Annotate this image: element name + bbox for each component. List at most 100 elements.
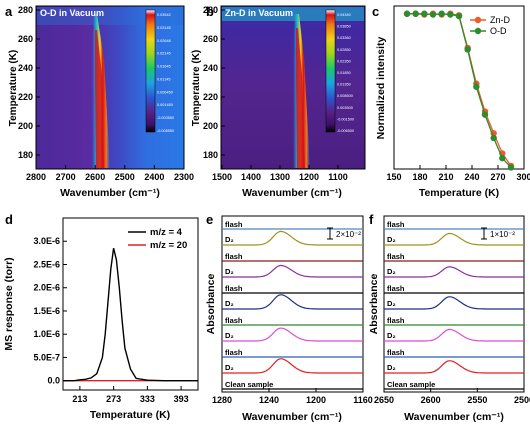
panel-b-xtick-label: 1100 — [328, 172, 348, 182]
panel-a-axes: 2800 2700 2600 2500 2400 2300 280 260 240 220 200 1… — [18, 5, 194, 182]
colorbar-a-label: 0.01145 — [157, 77, 170, 81]
panel-c-xtick-label: 180 — [412, 172, 427, 182]
spectrum-trace — [222, 264, 363, 278]
series-point-o-d — [507, 164, 515, 171]
panel-b-xtick-label: 1300 — [270, 172, 290, 182]
panel-c-xtick-label: 210 — [438, 172, 453, 182]
panel-c: c 150 180 210 240 270 300 Normalized intensit… — [372, 4, 530, 199]
series-point-o-d — [473, 83, 480, 90]
panel-a-ytick-label: 220 — [18, 92, 33, 102]
panel-a-xtick-label: 2300 — [174, 172, 194, 182]
colorbar-b-label: 0.02350 — [337, 59, 351, 63]
panel-a-xtick-label: 2500 — [115, 172, 135, 182]
series-point-o-d — [412, 10, 419, 17]
spectrum-trace-label: D₂ — [225, 363, 234, 372]
colorbar-b-labels: 0.04340 0.03850 0.03360 0.02850 0.02350 0.018… — [337, 13, 354, 133]
spectrum-trace-label: flash — [225, 348, 243, 357]
panel-d-legend: m/z = 4 m/z = 20 — [128, 227, 187, 251]
panel-d-ytick-label: 0.0 — [47, 376, 60, 386]
panel-a-ytick-label: 260 — [18, 34, 33, 44]
panel-c-xtick-label: 300 — [516, 172, 530, 182]
panel-a-xtick-label: 2600 — [85, 172, 105, 182]
panel-d-ytick-label: 1.5E-6 — [33, 306, 60, 316]
spectrum-trace — [222, 294, 363, 310]
panel-e-scale-bar: 2×10⁻² — [327, 227, 361, 240]
legend-marker-o-d — [474, 27, 482, 35]
panel-b-ytick-label: 200 — [203, 121, 218, 131]
colorbar-a-label: 0.006450 — [157, 90, 173, 94]
panel-a-letter: a — [5, 4, 13, 19]
panel-f: f flash D₂ flash D₂ flash D₂ flash D₂ flash D₂ Cle… — [368, 212, 530, 423]
panel-d: d 213 273 333 393 3.0E-6 2.5E-6 2.0E-6 1.5E-6 1.… — [3, 212, 199, 421]
panel-b-xtick-label: 1400 — [241, 172, 261, 182]
panel-d-xtick-label: 333 — [140, 394, 155, 404]
spectrum-trace-label: D₂ — [387, 331, 396, 340]
panel-b-letter: b — [206, 4, 214, 19]
colorbar-b-label: 0.008500 — [337, 94, 353, 98]
panel-a-ytick-label: 180 — [18, 150, 33, 160]
panel-c-legend: Zn-D O-D — [470, 15, 511, 36]
colorbar-b-label: 0.02850 — [337, 48, 351, 52]
panel-d-ytick-label: 5.0E-7 — [33, 352, 60, 362]
series-point-o-d — [438, 10, 445, 17]
panel-e-plot: flash D₂ flash D₂ flash D₂ flash D₂ flash D₂ Clean… — [222, 220, 363, 390]
heatmap-a-background — [35, 5, 185, 170]
panel-e: e flash D₂ flash D₂ flash D₂ flash D₂ flash D₂ Cle… — [205, 212, 373, 423]
series-point-o-d — [464, 46, 471, 53]
panel-d-ytick-label: 2.0E-6 — [33, 283, 60, 293]
panel-d-letter: d — [5, 212, 13, 227]
panel-a-title: O-D in Vacuum — [40, 8, 104, 18]
heatmap-b-frame — [220, 5, 366, 170]
colorbar-b-label: -0.006500 — [337, 129, 354, 133]
panel-b-ytick-label: 280 — [203, 5, 218, 15]
colorbar-b-label: -0.001500 — [337, 117, 354, 121]
colorbar-b-label: 0.04340 — [337, 13, 351, 17]
panel-b-ytick-label: 180 — [203, 150, 218, 160]
spectrum-trace — [384, 296, 524, 310]
heatmap-a-frame — [35, 5, 185, 170]
panel-d-xtick-label: 213 — [72, 394, 87, 404]
panel-f-axes: 2650 2600 2550 2500 — [374, 388, 530, 405]
spectrum-trace — [222, 358, 363, 374]
panel-e-xlabel: Wavenumber (cm⁻¹) — [242, 411, 342, 423]
colorbar-a-labels: 0.03542 0.03145 0.02648 0.02145 0.01645 0.011… — [157, 13, 174, 133]
colorbar-a-label: -0.008550 — [157, 129, 174, 133]
panel-a-ylabel: Temperature (K) — [8, 50, 19, 127]
panel-f-xlabel: Wavenumber (cm⁻¹) — [404, 411, 504, 423]
panel-d-frame — [62, 217, 199, 391]
legend-marker-zn-d — [474, 16, 482, 24]
spectrum-trace-label: D₂ — [225, 299, 234, 308]
series-point-o-d — [490, 134, 497, 142]
panel-b-ytick-label: 220 — [203, 92, 218, 102]
panel-e-ylabel: Absorbance — [205, 274, 217, 335]
series-point-o-d — [499, 154, 506, 162]
panel-f-xtick-label: 2550 — [467, 395, 487, 405]
panel-f-plot: flash D₂ flash D₂ flash D₂ flash D₂ flash D₂ Clean… — [384, 220, 524, 390]
panel-d-ylabel: MS response (torr) — [3, 257, 15, 350]
panel-a-ytick-label: 280 — [18, 5, 33, 15]
spectrum-trace-label: D₂ — [387, 363, 396, 372]
panel-a-ytick-label: 240 — [18, 63, 33, 73]
panel-c-axes: 150 180 210 240 270 300 — [386, 165, 530, 182]
panel-c-frame — [393, 5, 525, 170]
spectrum-trace-label: Clean sample — [387, 380, 435, 389]
spectrum-trace — [384, 360, 524, 374]
legend-mz4: m/z = 4 — [150, 227, 183, 238]
panel-a-ytick-label: 200 — [18, 121, 33, 131]
colorbar-a-label: 0.03145 — [157, 26, 171, 30]
colorbar-a-label: 0.03542 — [157, 13, 171, 17]
panel-e-scale-label: 2×10⁻² — [336, 230, 361, 239]
panel-e-letter: e — [206, 212, 213, 227]
spectrum-trace — [384, 266, 524, 278]
panel-d-plot — [63, 248, 198, 382]
spectrum-trace — [384, 328, 524, 342]
panel-a-xtick-label: 2800 — [26, 172, 46, 182]
spectrum-trace — [222, 230, 363, 246]
panel-d-xtick-label: 393 — [174, 394, 189, 404]
panel-d-xtick-label: 273 — [106, 394, 121, 404]
panel-f-scale-label: 1×10⁻² — [490, 230, 515, 239]
series-point-o-d — [447, 11, 454, 18]
panel-f-xtick-label: 2500 — [514, 395, 530, 405]
spectrum-trace-label: flash — [225, 316, 243, 325]
